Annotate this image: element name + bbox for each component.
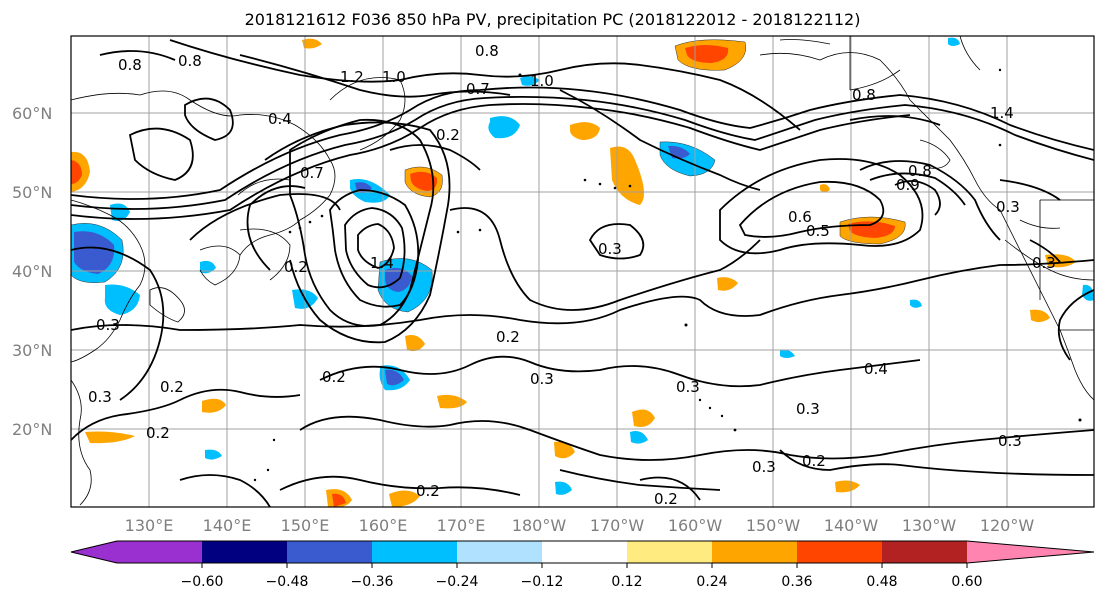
colorbar-tick-label: −0.24	[436, 574, 479, 590]
contour-label: 0.2	[322, 368, 346, 386]
colorbar-segment	[457, 541, 542, 563]
contour-label: 0.2	[160, 378, 184, 396]
colorbar-tick-label: 0.12	[611, 574, 642, 590]
contour-label: 0.3	[96, 316, 120, 334]
pv-contours	[71, 39, 1094, 507]
colorbar-segment	[797, 541, 882, 563]
lon-label: 150°E	[281, 516, 330, 535]
contour-label: 0.2	[436, 126, 460, 144]
contour-label: 0.2	[654, 490, 678, 508]
colorbar-segment	[627, 541, 712, 563]
colorbar-segment	[372, 541, 457, 563]
contour-label: 0.2	[496, 328, 520, 346]
lon-label: 150°W	[746, 516, 801, 535]
graticule	[71, 36, 1094, 507]
contour-label: 1.4	[990, 104, 1014, 122]
contour-label: 0.6	[788, 208, 812, 226]
colorbar-segment	[712, 541, 797, 563]
contour-label: 0.3	[796, 400, 820, 418]
colorbar-tick-label: 0.24	[696, 574, 727, 590]
lat-label: 20°N	[12, 420, 52, 439]
map-frame	[70, 35, 1095, 508]
contour-label: 0.7	[300, 164, 324, 182]
longitude-labels: 130°E 140°E 150°E 160°E 170°E 180°W 170°…	[125, 516, 1035, 535]
contour-label: 0.3	[88, 388, 112, 406]
contour-label: 0.8	[908, 162, 932, 180]
contour-label: 0.4	[864, 360, 888, 378]
lon-label: 170°W	[590, 516, 645, 535]
colorbar-tick-label: −0.36	[351, 574, 394, 590]
lat-label: 50°N	[12, 183, 52, 202]
contour-label: 1.0	[382, 68, 406, 86]
lon-label: 160°W	[668, 516, 723, 535]
precip-positive-shading	[71, 38, 1076, 507]
colorbar-tick-label: 0.60	[951, 574, 982, 590]
lon-label: 130°E	[125, 516, 174, 535]
contour-label: 0.3	[530, 370, 554, 388]
contour-label: 0.3	[676, 378, 700, 396]
contour-label: 0.2	[284, 258, 308, 276]
contour-label: 0.3	[598, 240, 622, 258]
colorbar-segment	[542, 541, 627, 563]
contour-label: 0.8	[475, 42, 499, 60]
contour-label: 0.8	[178, 52, 202, 70]
colorbar-max-extension	[967, 541, 1094, 563]
lon-label: 130°W	[902, 516, 957, 535]
contour-label: 0.5	[806, 222, 830, 240]
contour-label: 0.9	[896, 176, 920, 194]
lon-label: 140°E	[203, 516, 252, 535]
lat-label: 30°N	[12, 341, 52, 360]
island-chains	[253, 68, 1082, 482]
colorbar-segment	[202, 541, 287, 563]
contour-label: 0.3	[998, 432, 1022, 450]
contour-label: 0.2	[802, 452, 826, 470]
colorbar-segment	[117, 541, 202, 563]
lon-label: 160°E	[359, 516, 408, 535]
contour-label: 1.0	[530, 72, 554, 90]
contour-label: 1.2	[340, 68, 364, 86]
contour-label: 0.3	[752, 458, 776, 476]
colorbar-segment	[287, 541, 372, 563]
lon-label: 140°W	[824, 516, 879, 535]
map-title: 2018121612 F036 850 hPa PV, precipitatio…	[244, 10, 861, 29]
contour-label: 0.4	[268, 110, 292, 128]
lat-label: 60°N	[12, 104, 52, 123]
lon-label: 170°E	[437, 516, 486, 535]
lat-label: 40°N	[12, 262, 52, 281]
contour-label: 0.8	[852, 86, 876, 104]
colorbar-tick-label: −0.12	[521, 574, 564, 590]
colorbar-tick-label: 0.48	[866, 574, 897, 590]
contour-label: 0.2	[416, 482, 440, 500]
colorbar-min-extension	[71, 541, 117, 563]
colorbar-tick-label: −0.60	[181, 574, 224, 590]
colorbar-segment	[882, 541, 967, 563]
latitude-labels: 60°N 50°N 40°N 30°N 20°N	[12, 104, 52, 439]
colorbar: −0.60 −0.48 −0.36 −0.24 −0.12 0.12 0.24 …	[70, 540, 1095, 590]
contour-label: 0.2	[146, 424, 170, 442]
contour-labels: 0.8 0.8 1.2 1.0 0.4 0.7 0.2 0.8 1.0 0.7 …	[88, 42, 1056, 508]
lon-label: 120°W	[980, 516, 1035, 535]
precip-negative-shading	[71, 37, 1094, 495]
contour-label: 1.4	[370, 254, 394, 272]
colorbar-tick-label: −0.48	[266, 574, 309, 590]
contour-label: 0.7	[466, 80, 490, 98]
contour-label: 0.8	[118, 56, 142, 74]
lon-label: 180°W	[512, 516, 567, 535]
contour-label: 0.3	[996, 198, 1020, 216]
colorbar-tick-label: 0.36	[781, 574, 812, 590]
contour-label: 0.3	[1032, 254, 1056, 272]
